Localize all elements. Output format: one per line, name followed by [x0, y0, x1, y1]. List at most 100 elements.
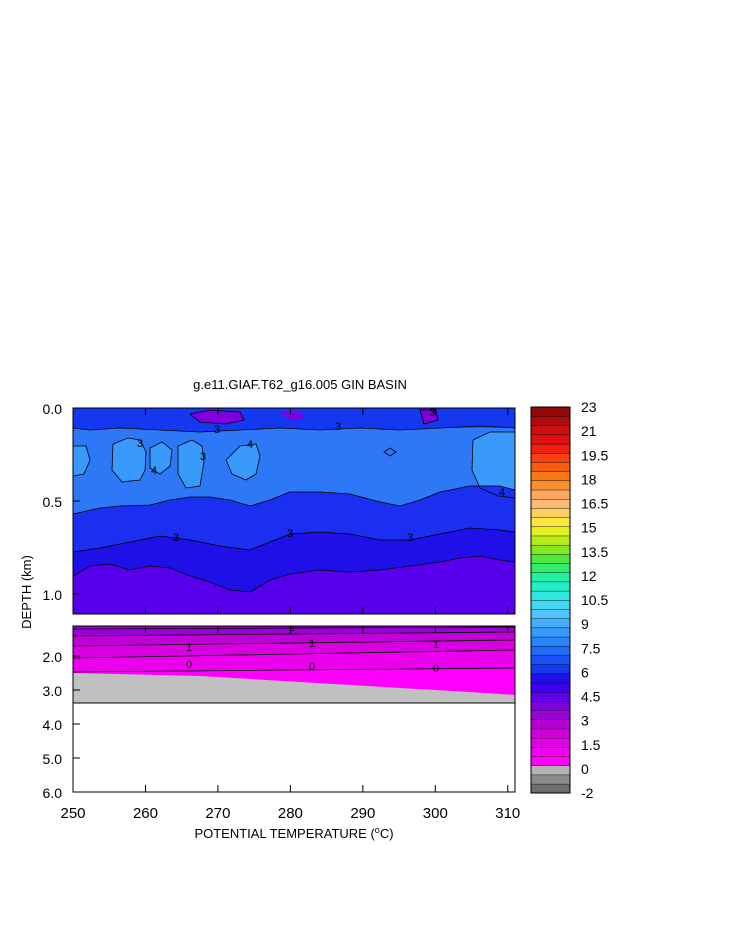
x-axis-title: POTENTIAL TEMPERATURE (oC): [194, 825, 393, 841]
upper-patch-c: [178, 440, 204, 488]
upper-contour-label: 3: [335, 421, 341, 433]
upper-fill-2: [73, 556, 515, 614]
lower-fill-0: [73, 650, 515, 672]
upper-patch-d: [226, 444, 260, 480]
colorbar-swatch: [530, 774, 571, 785]
colorbar-swatch: [530, 415, 571, 426]
colorbar-swatch: [530, 544, 571, 555]
lower-panel: 2 1 1 1 0 0 0 2.0 3.0 4.0 5.0 6.0: [43, 625, 516, 801]
x-tick-label: 280: [278, 805, 303, 822]
colorbar-label: 19.5: [581, 447, 608, 463]
upper-panel: 3 3 3 4 4 4 3 3 3 3 3 0.0 0.5 1.0: [43, 401, 516, 615]
x-axis-title-main: POTENTIAL TEMPERATURE (: [194, 826, 375, 841]
colorbar: 23 21 19.5 18 16.5 15 13.5 12 10.5 9 7.5 6 4.5 3 1.5 0 -…: [530, 399, 608, 801]
colorbar-swatch: [530, 535, 571, 546]
upper-patch-f: [73, 446, 90, 476]
colorbar-label: 23: [581, 399, 597, 415]
colorbar-swatch: [530, 434, 571, 445]
colorbar-label: 12: [581, 568, 597, 584]
colorbar-label: 0: [581, 761, 589, 777]
colorbar-swatch: [530, 737, 571, 748]
upper-fill-top-band: [73, 408, 515, 432]
colorbar-swatch: [530, 498, 571, 509]
lower-contour-label: 0: [433, 663, 439, 675]
colorbar-frame: [530, 406, 571, 794]
colorbar-label: 18: [581, 471, 597, 487]
x-tick-label: 260: [133, 805, 158, 822]
colorbar-swatch: [530, 452, 571, 463]
upper-patch-b: [150, 442, 172, 474]
colorbar-label: 7.5: [581, 640, 601, 656]
colorbar-swatch: [530, 480, 571, 491]
colorbar-swatch: [530, 526, 571, 537]
colorbar-swatch: [530, 636, 571, 647]
colorbar-swatch: [530, 425, 571, 436]
lower-panel-frame: [72, 625, 516, 793]
lower-fill-bottom: [73, 673, 515, 703]
upper-y-tick-label: 1.0: [43, 587, 63, 603]
x-tick-label: 250: [60, 805, 85, 822]
x-tick-label: 290: [350, 805, 375, 822]
lower-y-tick-label: 2.0: [43, 649, 63, 665]
colorbar-label: 9: [581, 616, 589, 632]
colorbar-swatch: [530, 489, 571, 500]
colorbar-swatch: [530, 507, 571, 518]
colorbar-swatch: [530, 783, 571, 794]
colorbar-swatch: [530, 627, 571, 638]
x-tick-label: 300: [423, 805, 448, 822]
colorbar-swatch: [530, 700, 571, 711]
colorbar-swatch: [530, 682, 571, 693]
lower-y-tick-label: 4.0: [43, 717, 63, 733]
colorbar-swatch: [530, 719, 571, 730]
colorbar-swatch: [530, 654, 571, 665]
colorbar-swatch: [530, 590, 571, 601]
x-axis: 250 260 270 280 290 300 310: [60, 408, 520, 822]
colorbar-label: 3: [581, 713, 589, 729]
colorbar-swatch: [530, 406, 571, 417]
colorbar-swatch: [530, 443, 571, 454]
colorbar-swatch: [530, 618, 571, 629]
x-axis-title-degree: o: [375, 825, 380, 835]
colorbar-swatch: [530, 608, 571, 619]
colorbar-label: -2: [581, 785, 594, 801]
upper-contour-label: 3: [429, 407, 435, 419]
lower-y-tick-label: 6.0: [43, 785, 63, 801]
colorbar-label: 6: [581, 664, 589, 680]
upper-contour-label: 3: [214, 424, 220, 436]
x-tick-label: 270: [205, 805, 230, 822]
lower-contour-label: 0: [309, 661, 315, 673]
upper-contour-label: 3: [137, 438, 143, 450]
colorbar-label: 16.5: [581, 496, 608, 512]
upper-contour-label: 3: [407, 532, 413, 544]
chart-title: g.e11.GIAF.T62_g16.005 GIN BASIN: [193, 377, 407, 392]
lower-y-tick-label: 3.0: [43, 683, 63, 699]
colorbar-swatch: [530, 673, 571, 684]
upper-patch-e: [472, 432, 515, 498]
colorbar-swatch: [530, 581, 571, 592]
colorbar-label: 15: [581, 520, 597, 536]
colorbar-swatch: [530, 691, 571, 702]
upper-contour-label: 3: [287, 528, 293, 540]
colorbar-swatch: [530, 710, 571, 720]
colorbar-swatch: [530, 746, 571, 757]
lower-contour-label: 1: [309, 638, 315, 650]
lower-y-tick-label: 5.0: [43, 751, 63, 767]
upper-panel-frame: [72, 407, 516, 615]
lower-fill-1: [73, 632, 515, 646]
colorbar-swatch: [530, 765, 571, 776]
upper-surface-violet: [190, 410, 438, 424]
colorbar-swatch: [530, 517, 571, 527]
colorbar-swatch: [530, 756, 571, 766]
upper-contour-label: 4: [499, 487, 505, 499]
upper-y-tick-label: 0.5: [43, 494, 63, 510]
colorbar-label: 4.5: [581, 689, 601, 705]
colorbar-swatch: [530, 572, 571, 583]
lower-contour-label: 0: [186, 659, 192, 671]
colorbar-swatch: [530, 471, 571, 482]
colorbar-label: 13.5: [581, 544, 608, 560]
x-axis-title-unit: C): [380, 826, 394, 841]
y-axis-title: DEPTH (km): [19, 555, 34, 629]
upper-patch-a: [112, 438, 146, 482]
colorbar-label: 10.5: [581, 592, 608, 608]
